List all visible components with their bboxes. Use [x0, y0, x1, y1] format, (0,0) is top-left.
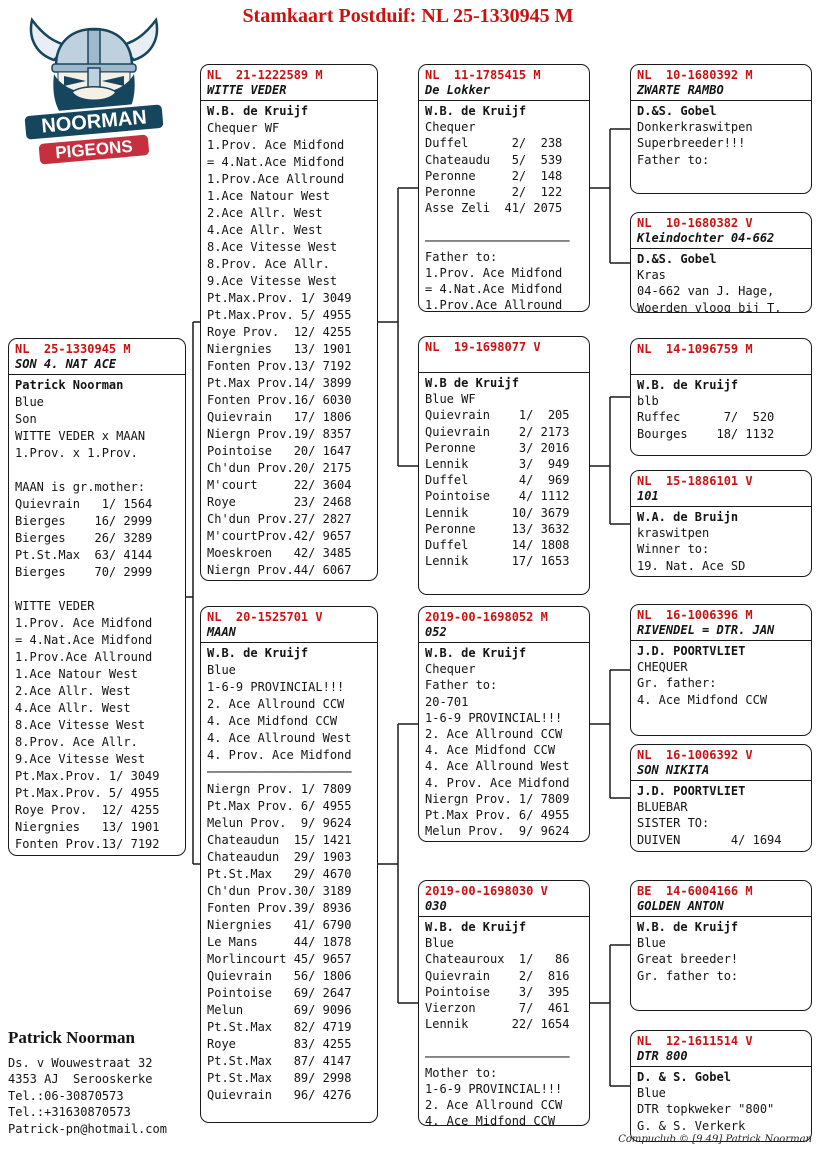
- breeder-name: J.D. POORTVLIET: [637, 644, 746, 658]
- contact-details: Ds. v Wouwestraat 32 4353 AJ Serooskerke…: [8, 1056, 167, 1136]
- pedigree-box-sire-dam: NL 19-1698077 V W.B de Kruijf Blue WF Qu…: [418, 336, 590, 595]
- breeder-name: D.&S. Gobel: [637, 252, 717, 266]
- ring-number: 2019-00-1698030 V: [425, 884, 548, 898]
- pedigree-box-subject: NL 25-1330945 M SON 4. NAT ACE Patrick N…: [8, 338, 186, 856]
- ring-number: NL 10-1680392 M: [637, 68, 753, 82]
- breeder-name: W.A. de Bruijn: [637, 510, 739, 524]
- ring-number: NL 12-1611514 V: [637, 1034, 753, 1048]
- ring-number: NL 11-1785415 M: [425, 68, 541, 82]
- pigeon-name: MAAN: [207, 625, 236, 639]
- pigeon-name: 052: [425, 625, 447, 639]
- software-credit: Compuclub © [9.49] Patrick Noorman: [618, 1134, 812, 1145]
- ring-number: BE 14-6004166 M: [637, 884, 753, 898]
- breeder-name: W.B. de Kruijf: [637, 920, 739, 934]
- performance-lines: BLUEBAR SISTER TO: DUIVEN 4/ 1694: [637, 800, 782, 847]
- viking-eye-right: [102, 76, 124, 86]
- performance-lines: Kras 04-662 van J. Hage, Woerden vloog b…: [637, 268, 782, 313]
- pigeon-name: GOLDEN ANTON: [637, 899, 724, 913]
- pigeon-name: 030: [425, 899, 447, 913]
- breeder-name: D.&S. Gobel: [637, 104, 717, 118]
- viking-eye-left: [64, 76, 86, 86]
- pedigree-box-dam-sire: 2019-00-1698052 M 052 W.B. de Kruijf Che…: [418, 606, 590, 842]
- pigeon-name: SON 4. NAT ACE: [15, 357, 117, 371]
- performance-lines: Blue 1-6-9 PROVINCIAL!!! 2. Ace Allround…: [207, 663, 352, 1102]
- contact-block: Patrick Noorman Ds. v Wouwestraat 32 435…: [8, 1028, 167, 1137]
- ring-number: NL 14-1096759 M: [637, 342, 753, 356]
- breeder-name: D. & S. Gobel: [637, 1070, 731, 1084]
- ring-number: 2019-00-1698052 M: [425, 610, 548, 624]
- performance-lines: Donkerkraswitpen Superbreeder!!! Father …: [637, 120, 753, 167]
- pedigree-box-sire-dam-dam: NL 15-1886101 V 101 W.A. de Bruijn krasw…: [630, 470, 812, 577]
- performance-lines: Blue Son WITTE VEDER x MAAN 1.Prov. x 1.…: [15, 395, 160, 851]
- breeder-name: W.B. de Kruijf: [637, 378, 739, 392]
- pedigree-box-dam-dam-sire: BE 14-6004166 M GOLDEN ANTON W.B. de Kru…: [630, 880, 812, 1011]
- breeder-name: W.B. de Kruijf: [425, 920, 527, 934]
- performance-lines: Blue Chateauroux 1/ 86 Quievrain 2/ 816 …: [425, 936, 570, 1126]
- breeder-name: W.B. de Kruijf: [207, 104, 309, 118]
- pigeon-name: [425, 355, 583, 370]
- breeder-name: W.B. de Kruijf: [425, 646, 527, 660]
- pedigree-box-dam-sire-dam: NL 16-1006392 V SON NIKITA J.D. POORTVLI…: [630, 744, 812, 852]
- pedigree-box-dam-dam-dam: NL 12-1611514 V DTR 800 D. & S. Gobel Bl…: [630, 1030, 812, 1142]
- page-title: Stamkaart Postduif: NL 25-1330945 M: [242, 5, 574, 27]
- ring-number: NL 19-1698077 V: [425, 340, 541, 354]
- viking-mustache: [71, 86, 117, 101]
- ring-number: NL 25-1330945 M: [15, 342, 131, 356]
- pedigree-box-sire: NL 21-1222589 M WITTE VEDER W.B. de Krui…: [200, 64, 378, 581]
- ring-number: NL 20-1525701 V: [207, 610, 323, 624]
- performance-lines: Chequer Father to: 20-701 1-6-9 PROVINCI…: [425, 662, 570, 839]
- pedigree-box-sire-sire-sire: NL 10-1680392 M ZWARTE RAMBO D.&S. Gobel…: [630, 64, 812, 194]
- noorman-pigeons-logo: NOORMAN PIGEONS: [22, 17, 166, 167]
- ring-number: NL 16-1006392 V: [637, 748, 753, 762]
- breeder-name: Patrick Noorman: [15, 378, 124, 392]
- pedigree-box-dam-sire-sire: NL 16-1006396 M RIVENDEL = DTR. JAN J.D.…: [630, 604, 812, 736]
- ring-number: NL 21-1222589 M: [207, 68, 323, 82]
- pedigree-box-dam: NL 20-1525701 V MAAN W.B. de Kruijf Blue…: [200, 606, 378, 1123]
- performance-lines: kraswitpen Winner to: 19. Nat. Ace SD: [637, 526, 746, 573]
- pigeon-name: SON NIKITA: [637, 763, 710, 777]
- pigeon-name: De Lokker: [425, 83, 491, 97]
- performance-lines: Chequer Duffel 2/ 238 Chateaudu 5/ 539 P…: [425, 120, 570, 312]
- contact-name: Patrick Noorman: [8, 1028, 136, 1047]
- pigeon-name: ZWARTE RAMBO: [637, 83, 724, 97]
- breeder-name: W.B de Kruijf: [425, 376, 519, 390]
- pigeon-name: [637, 357, 805, 372]
- pedigree-box-dam-dam: 2019-00-1698030 V 030 W.B. de Kruijf Blu…: [418, 880, 590, 1126]
- pedigree-box-sire-sire: NL 11-1785415 M De Lokker W.B. de Kruijf…: [418, 64, 590, 312]
- breeder-name: J.D. POORTVLIET: [637, 784, 746, 798]
- breeder-name: W.B. de Kruijf: [207, 646, 309, 660]
- pigeon-name: WITTE VEDER: [207, 83, 287, 97]
- pigeon-name: Kleindochter 04-662: [637, 231, 775, 245]
- ring-number: NL 10-1680382 V: [637, 216, 753, 230]
- performance-lines: Chequer WF 1.Prov. Ace Midfond = 4.Nat.A…: [207, 121, 352, 577]
- performance-lines: Blue WF Quievrain 1/ 205 Quievrain 2/ 21…: [425, 392, 570, 569]
- performance-lines: Blue Great breeder! Gr. father to:: [637, 936, 739, 983]
- ring-number: NL 15-1886101 V: [637, 474, 753, 488]
- breeder-name: W.B. de Kruijf: [425, 104, 527, 118]
- pigeon-name: DTR 800: [637, 1049, 688, 1063]
- pedigree-box-sire-dam-sire: NL 14-1096759 M W.B. de Kruijf blb Ruffe…: [630, 338, 812, 456]
- pigeon-name: RIVENDEL = DTR. JAN: [637, 623, 775, 637]
- performance-lines: Blue DTR topkweker "800" G. & S. Verkerk: [637, 1086, 775, 1133]
- pigeon-name: 101: [637, 489, 659, 503]
- performance-lines: blb Ruffec 7/ 520 Bourges 18/ 1132: [637, 394, 775, 441]
- pedigree-box-sire-sire-dam: NL 10-1680382 V Kleindochter 04-662 D.&S…: [630, 212, 812, 313]
- performance-lines: CHEQUER Gr. father: 4. Ace Midfond CCW: [637, 660, 768, 707]
- ring-number: NL 16-1006396 M: [637, 608, 753, 622]
